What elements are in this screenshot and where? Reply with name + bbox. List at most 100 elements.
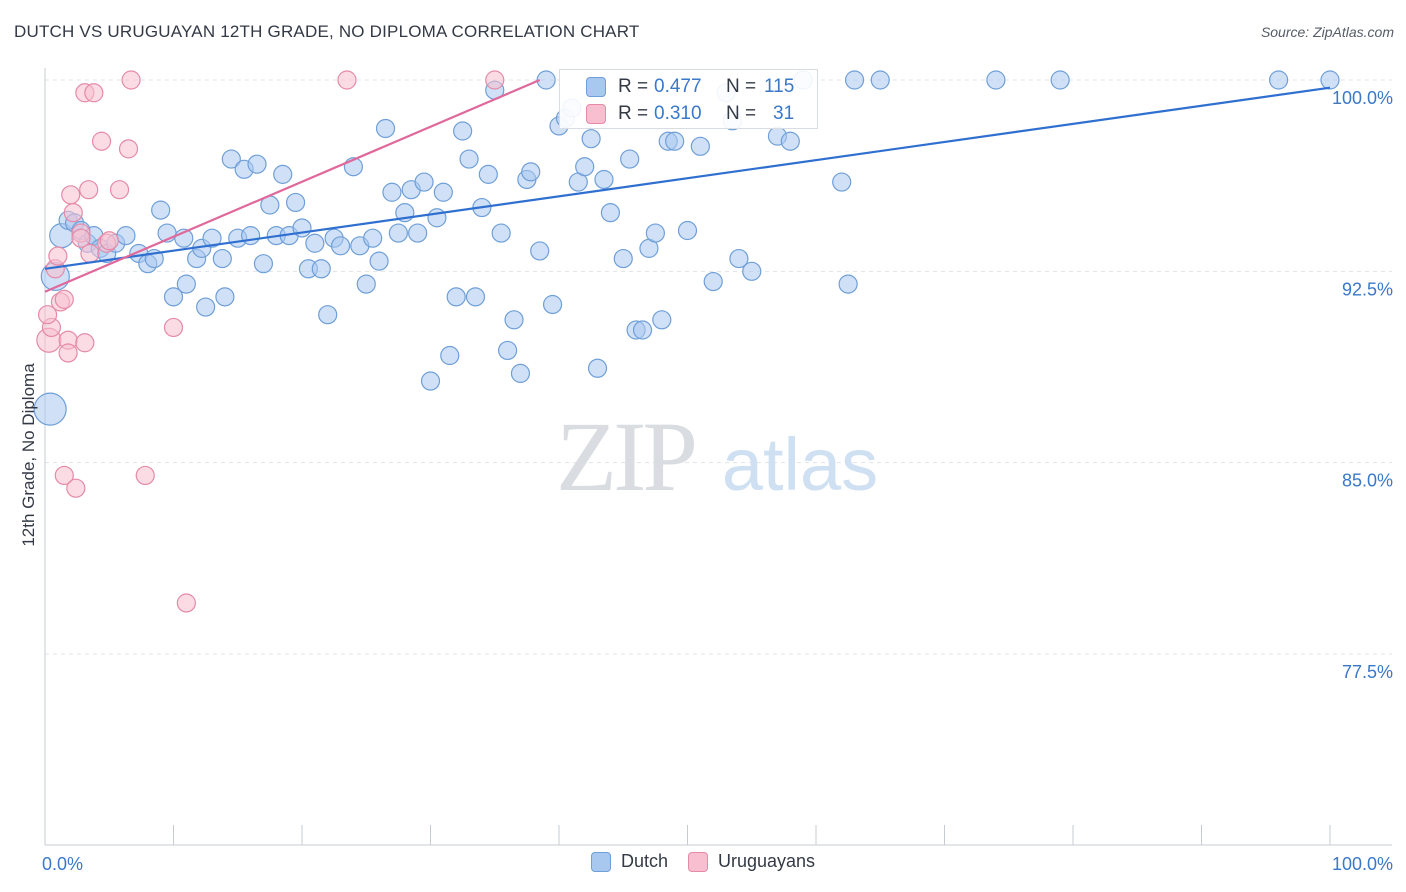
data-point	[80, 243, 100, 264]
data-point	[729, 248, 749, 269]
data-point	[118, 139, 139, 159]
data-point	[510, 363, 531, 383]
data-point	[427, 208, 447, 228]
data-point	[58, 343, 78, 363]
data-point	[33, 392, 67, 426]
data-point	[176, 274, 196, 294]
x-tick-label: 100.0%	[1332, 854, 1393, 874]
data-point	[446, 287, 466, 307]
data-point	[433, 182, 453, 202]
data-point	[61, 185, 81, 205]
data-point	[498, 340, 518, 361]
data-point	[530, 241, 550, 261]
data-point	[632, 320, 653, 340]
data-point	[212, 248, 232, 269]
data-point	[1320, 70, 1340, 90]
data-point	[176, 593, 196, 613]
data-point	[63, 203, 83, 223]
data-point	[109, 180, 130, 200]
stats-swatch-dutch	[586, 77, 606, 97]
watermark-atlas: atlas	[722, 423, 878, 506]
data-point	[832, 172, 852, 192]
data-point	[79, 180, 99, 200]
data-point	[453, 121, 473, 141]
tick-labels: 100.0% 92.5% 85.0% 77.5% 0.0% 100.0%	[42, 88, 1393, 874]
data-point	[459, 149, 479, 169]
legend-swatch-uruguayans	[687, 851, 708, 872]
data-point	[54, 465, 74, 486]
n-value: 31	[773, 102, 795, 124]
data-point	[196, 297, 216, 317]
data-point	[665, 131, 685, 151]
stats-swatch-uruguayans	[586, 104, 606, 124]
data-point	[215, 287, 235, 307]
data-point	[620, 149, 640, 169]
data-point	[202, 228, 222, 248]
data-point	[536, 70, 556, 90]
y-tick-label: 92.5%	[1342, 279, 1393, 299]
data-point	[318, 305, 338, 325]
data-point	[37, 305, 58, 325]
trend-line-dutch	[44, 86, 1331, 270]
data-point	[986, 70, 1006, 90]
y-axis-label: 12th Grade, No Diploma	[19, 363, 38, 547]
data-point	[677, 220, 698, 241]
legend-label-uruguayans: Uruguayans	[717, 851, 816, 871]
data-point	[363, 228, 383, 248]
stats-row-dutch: R = 0.477 N = 115	[560, 73, 819, 100]
data-point	[1268, 70, 1289, 90]
y-tick-label: 77.5%	[1342, 662, 1393, 682]
data-point	[273, 164, 293, 184]
data-point	[382, 182, 402, 202]
r-label: R =	[618, 75, 649, 97]
data-point	[742, 261, 762, 281]
data-point	[581, 129, 601, 149]
axes	[44, 68, 1392, 846]
data-point	[121, 70, 141, 90]
data-point	[241, 226, 261, 246]
data-point	[485, 70, 505, 90]
data-point	[870, 70, 890, 90]
data-point	[780, 131, 800, 151]
legend-item-dutch[interactable]: Dutch	[590, 851, 668, 872]
data-point	[163, 287, 184, 307]
data-point	[587, 358, 608, 378]
legend-item-uruguayans[interactable]: Uruguayans	[687, 851, 816, 872]
data-point	[838, 274, 858, 294]
data-point	[75, 333, 95, 353]
data-point	[600, 203, 621, 223]
data-point	[54, 289, 74, 309]
source-label: Source: ZipAtlas.com	[1260, 24, 1394, 40]
data-point	[221, 149, 241, 169]
x-tick-label: 0.0%	[42, 854, 83, 874]
data-point	[703, 271, 723, 292]
data-point	[247, 154, 267, 174]
data-point	[285, 192, 306, 213]
data-point	[690, 136, 710, 156]
data-point	[116, 226, 136, 246]
data-point	[414, 172, 434, 192]
data-point	[645, 223, 665, 243]
data-point	[420, 371, 441, 391]
r-label: R =	[618, 102, 649, 124]
data-point	[844, 70, 865, 90]
data-point	[91, 131, 112, 151]
data-point	[356, 274, 376, 294]
series-uruguayans	[36, 70, 505, 613]
data-point	[311, 259, 331, 279]
stats-row-uruguayans: R = 0.310 N = 31	[560, 100, 819, 127]
y-tick-label: 85.0%	[1342, 471, 1393, 491]
data-point	[163, 317, 184, 338]
trend-lines	[44, 78, 1331, 293]
watermark: ZIP atlas	[556, 401, 878, 512]
chart-title: DUTCH VS URUGUAYAN 12TH GRADE, NO DIPLOM…	[14, 22, 640, 41]
data-point	[337, 70, 357, 90]
data-point	[369, 251, 389, 271]
data-point	[330, 236, 351, 256]
data-point	[465, 287, 486, 307]
data-point	[478, 164, 498, 184]
data-point	[504, 310, 524, 330]
watermark-zip: ZIP	[556, 401, 694, 512]
data-point	[151, 200, 171, 220]
